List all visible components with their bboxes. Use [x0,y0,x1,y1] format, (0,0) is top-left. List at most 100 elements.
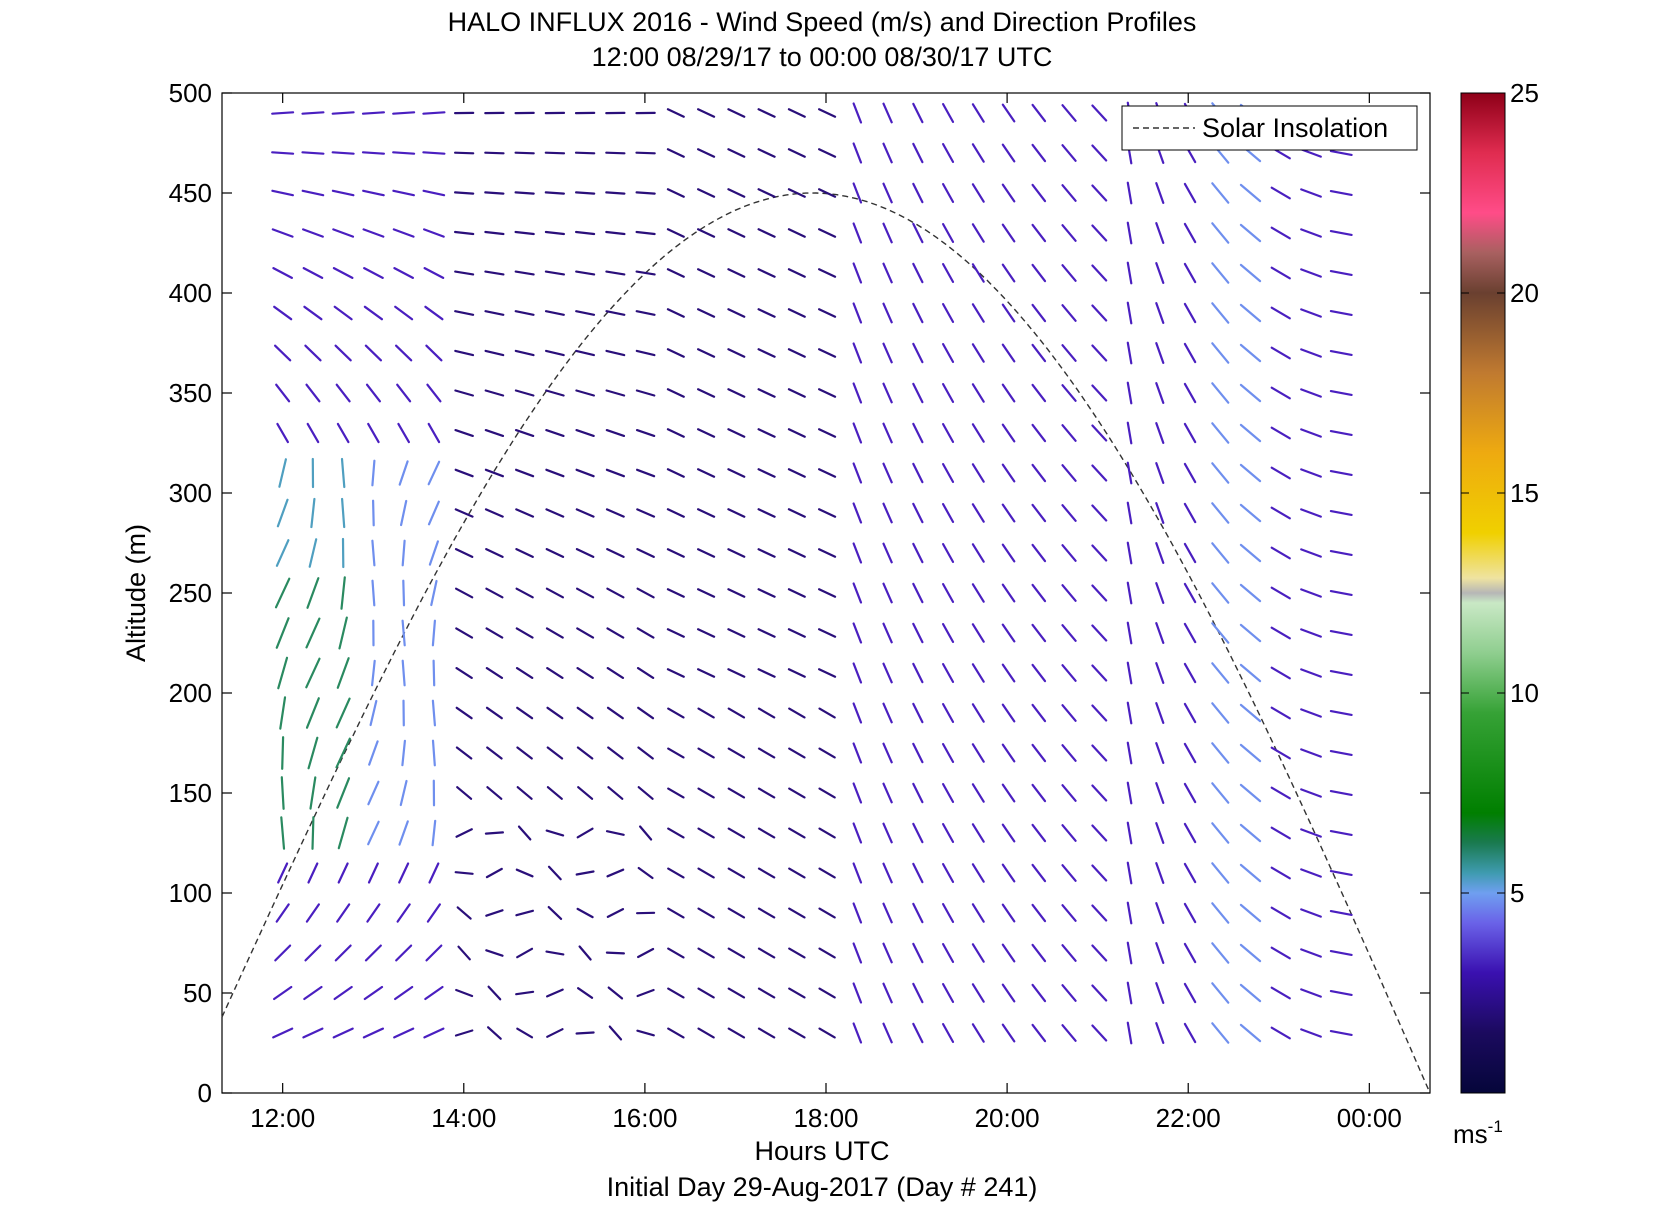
wind-barb [1061,744,1077,762]
wind-barb [371,459,376,487]
wind-barb [971,503,985,523]
wind-barb [757,827,776,839]
y-tick-label: 300 [169,478,212,508]
wind-barb [393,267,414,279]
wind-barb [1091,904,1108,922]
wind-barb [971,303,985,323]
wind-barb [424,305,444,321]
wind-barb [426,383,442,403]
wind-barb [727,747,746,759]
wind-barb [635,191,656,195]
wind-barb [1126,981,1133,1005]
wind-barb [398,820,409,846]
wind-barb [366,903,381,923]
wind-barb [1061,344,1077,362]
wind-barb [696,108,716,118]
wind-barb [1239,743,1262,763]
wind-barb [1300,548,1322,558]
wind-barb [1001,463,1016,483]
wind-barb [484,389,505,397]
wind-barb [941,702,955,724]
wind-barb [1001,903,1016,923]
wind-barb [606,587,625,599]
wind-barb [1091,224,1108,242]
wind-barb [1091,184,1108,202]
wind-barb [485,949,504,957]
wind-barb [454,230,475,236]
wind-barb [454,468,474,478]
wind-barb [309,776,317,810]
wind-barb [852,702,863,724]
wind-barb [428,862,440,884]
wind-barb [576,706,594,720]
wind-barb [1239,783,1262,803]
wind-barb [882,822,893,844]
wind-barb [882,902,893,924]
wind-barb [818,987,836,999]
wind-barb [941,102,955,124]
wind-barb [971,1023,985,1043]
wind-barb [912,582,924,604]
wind-barb [275,617,290,649]
wind-barb [696,388,716,398]
wind-barb [912,422,924,444]
wind-barb [941,542,955,564]
wind-barb [912,502,924,524]
wind-barb [336,903,351,923]
wind-barb [1270,266,1291,280]
wind-barb [337,862,349,884]
wind-barb [1239,623,1262,643]
wind-barb [607,786,624,800]
wind-barb [1211,502,1230,524]
wind-barb [1300,988,1322,998]
wind-barb [757,588,776,598]
wind-barb [1300,668,1322,678]
wind-barb [1211,342,1230,364]
wind-barb [514,429,535,437]
wind-barb [484,429,505,437]
wind-barb [696,588,716,598]
wind-barb [635,349,656,357]
wind-barb [757,108,776,118]
wind-barb [1270,666,1291,680]
wind-barb [727,308,746,318]
wind-barb [1270,746,1291,760]
wind-barb [1239,543,1262,563]
wind-barb [757,228,776,238]
wind-barb [605,951,626,955]
wind-barb [1211,422,1230,444]
wind-barb [852,902,863,924]
wind-barb [882,662,893,684]
wind-barb [941,343,955,363]
wind-barb [517,825,532,841]
wind-barb [273,305,293,321]
wind-barb [1329,230,1353,236]
colorbar-tick-label: 25 [1510,78,1539,108]
wind-barb [485,706,503,720]
wind-barb [516,706,534,720]
wind-barb [276,422,289,444]
wind-barb [1126,501,1133,525]
wind-barb [852,462,863,484]
wind-barb [515,508,535,518]
wind-barb [787,308,806,318]
y-axis: 0 50 100 150 200 250 300 350 400 450 500 [169,78,1430,1108]
wind-barb [544,349,565,357]
wind-barb [1091,504,1108,522]
wind-barb [605,230,626,236]
wind-barb [277,862,289,884]
y-tick-label: 450 [169,178,212,208]
wind-barb [852,142,863,164]
wind-barb [395,944,413,962]
wind-barb [426,903,441,923]
wind-barb [605,270,626,276]
wind-barb [1091,744,1108,762]
wind-barb [1183,982,1197,1004]
wind-barb [1183,822,1197,844]
wind-barb [1061,504,1077,522]
wind-barb [545,389,565,397]
wind-barb [605,830,625,836]
wind-barb [1183,422,1197,444]
wind-barb [666,388,685,398]
wind-barb [1300,1028,1322,1038]
